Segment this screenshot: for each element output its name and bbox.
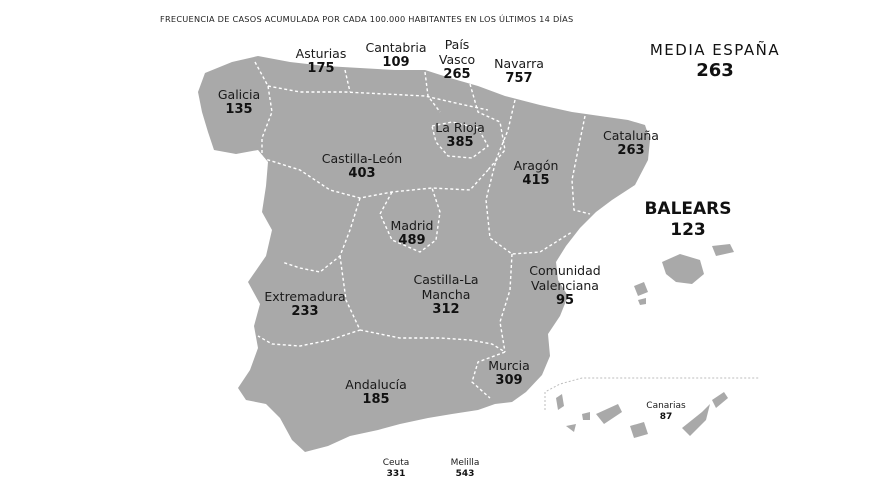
- region-name: Canarias: [646, 401, 686, 411]
- region-value: 233: [291, 304, 319, 319]
- region-melilla: Melilla 543: [451, 458, 480, 480]
- region-castilla-leon: Castilla-León 403: [322, 151, 402, 181]
- region-name: Cantabria: [365, 40, 427, 55]
- region-name: Aragón: [513, 158, 559, 173]
- region-name: Ceuta: [382, 458, 410, 468]
- border-aragon: [485, 99, 573, 255]
- border-murcia: [471, 351, 506, 399]
- peninsula-shape: [198, 56, 650, 452]
- canarias-fuerteventura: [682, 404, 710, 436]
- spain-average: MEDIA ESPAÑA 263: [650, 41, 780, 81]
- border-cataluna: [571, 115, 591, 215]
- border-madrid: [379, 187, 441, 253]
- region-value: 265: [443, 67, 471, 82]
- region-value: 489: [398, 233, 426, 248]
- mallorca-shape: [662, 254, 704, 284]
- region-cataluna: Cataluña 263: [603, 128, 659, 158]
- border-asturias-cantabria: [344, 69, 351, 93]
- region-value: 135: [225, 102, 253, 117]
- spain-average-value: 263: [696, 60, 734, 81]
- region-value: 185: [362, 392, 390, 407]
- canarias-gran-canaria: [630, 422, 648, 438]
- region-name: Extremadura: [264, 289, 346, 304]
- spain-average-label: MEDIA ESPAÑA: [649, 41, 781, 59]
- menorca-shape: [712, 244, 734, 256]
- region-name: Cataluña: [603, 128, 659, 143]
- border-galicia: [254, 61, 273, 158]
- region-name: Andalucía: [345, 377, 407, 392]
- border-navarra: [469, 83, 506, 171]
- region-value: 312: [432, 302, 460, 317]
- region-value: 543: [455, 469, 475, 479]
- region-value: 109: [382, 55, 410, 70]
- region-comunidad-valenciana: Comunidad Valenciana 95: [519, 263, 611, 308]
- canarias-tenerife: [596, 404, 622, 424]
- border-north-coast: [267, 85, 489, 111]
- region-castilla-la-mancha: Castilla-La Mancha 312: [399, 272, 493, 317]
- border-clm-west: [281, 197, 361, 273]
- region-value: 403: [348, 166, 376, 181]
- canarias-la-palma: [556, 394, 564, 410]
- region-cantabria: Cantabria 109: [365, 40, 426, 70]
- region-name: Melilla: [450, 458, 480, 468]
- region-navarra: Navarra 757: [494, 56, 544, 86]
- region-value: 95: [555, 293, 575, 308]
- region-value: 415: [522, 173, 550, 188]
- region-value: 757: [505, 71, 533, 86]
- region-name: BALEARS: [644, 199, 732, 219]
- border-rioja: [431, 121, 489, 159]
- canarias-el-hierro: [566, 424, 576, 432]
- region-ceuta: Ceuta 331: [383, 458, 410, 480]
- region-la-rioja: La Rioja 385: [435, 120, 485, 150]
- region-aragon: Aragón 415: [514, 158, 559, 188]
- region-baleares: BALEARS 123: [644, 199, 731, 241]
- region-value: 123: [670, 220, 706, 240]
- region-value: 175: [307, 61, 335, 76]
- border-extremadura: [257, 255, 361, 347]
- canarias-inset-frame: [544, 377, 760, 410]
- region-value: 331: [386, 469, 406, 479]
- region-name: La Rioja: [435, 120, 485, 135]
- region-name: Madrid: [390, 218, 434, 233]
- map-title: FRECUENCIA DE CASOS ACUMULADA POR CADA 1…: [160, 14, 574, 24]
- region-pais-vasco: País Vasco 265: [432, 37, 482, 82]
- region-name: País Vasco: [438, 37, 476, 67]
- region-andalucia: Andalucía 185: [345, 377, 406, 407]
- region-madrid: Madrid 489: [391, 218, 434, 248]
- region-name: Castilla-La Mancha: [413, 272, 479, 302]
- region-name: Navarra: [494, 56, 544, 71]
- border-valencia: [499, 253, 513, 353]
- canarias-la-gomera: [582, 412, 590, 420]
- border-cantabria-euskadi: [424, 71, 441, 113]
- border-andalucia: [359, 329, 506, 353]
- region-name: Murcia: [488, 358, 530, 373]
- region-name: Galicia: [217, 87, 261, 102]
- border-castilla-leon-south: [261, 157, 489, 199]
- region-galicia: Galicia 135: [218, 87, 260, 117]
- region-value: 385: [446, 135, 474, 150]
- canarias-lanzarote: [712, 392, 728, 408]
- region-name: Asturias: [295, 46, 347, 61]
- region-canarias: Canarias 87: [646, 401, 685, 423]
- region-murcia: Murcia 309: [488, 358, 530, 388]
- ibiza-shape: [634, 282, 648, 296]
- region-name: Castilla-León: [321, 151, 403, 166]
- region-extremadura: Extremadura 233: [264, 289, 345, 319]
- region-asturias: Asturias 175: [296, 46, 347, 76]
- region-name: Comunidad Valenciana: [529, 263, 601, 293]
- formentera-shape: [638, 298, 646, 305]
- region-value: 87: [659, 412, 673, 422]
- region-value: 309: [495, 373, 523, 388]
- region-value: 263: [617, 143, 645, 158]
